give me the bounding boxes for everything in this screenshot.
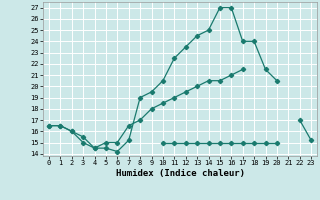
X-axis label: Humidex (Indice chaleur): Humidex (Indice chaleur) [116, 169, 244, 178]
